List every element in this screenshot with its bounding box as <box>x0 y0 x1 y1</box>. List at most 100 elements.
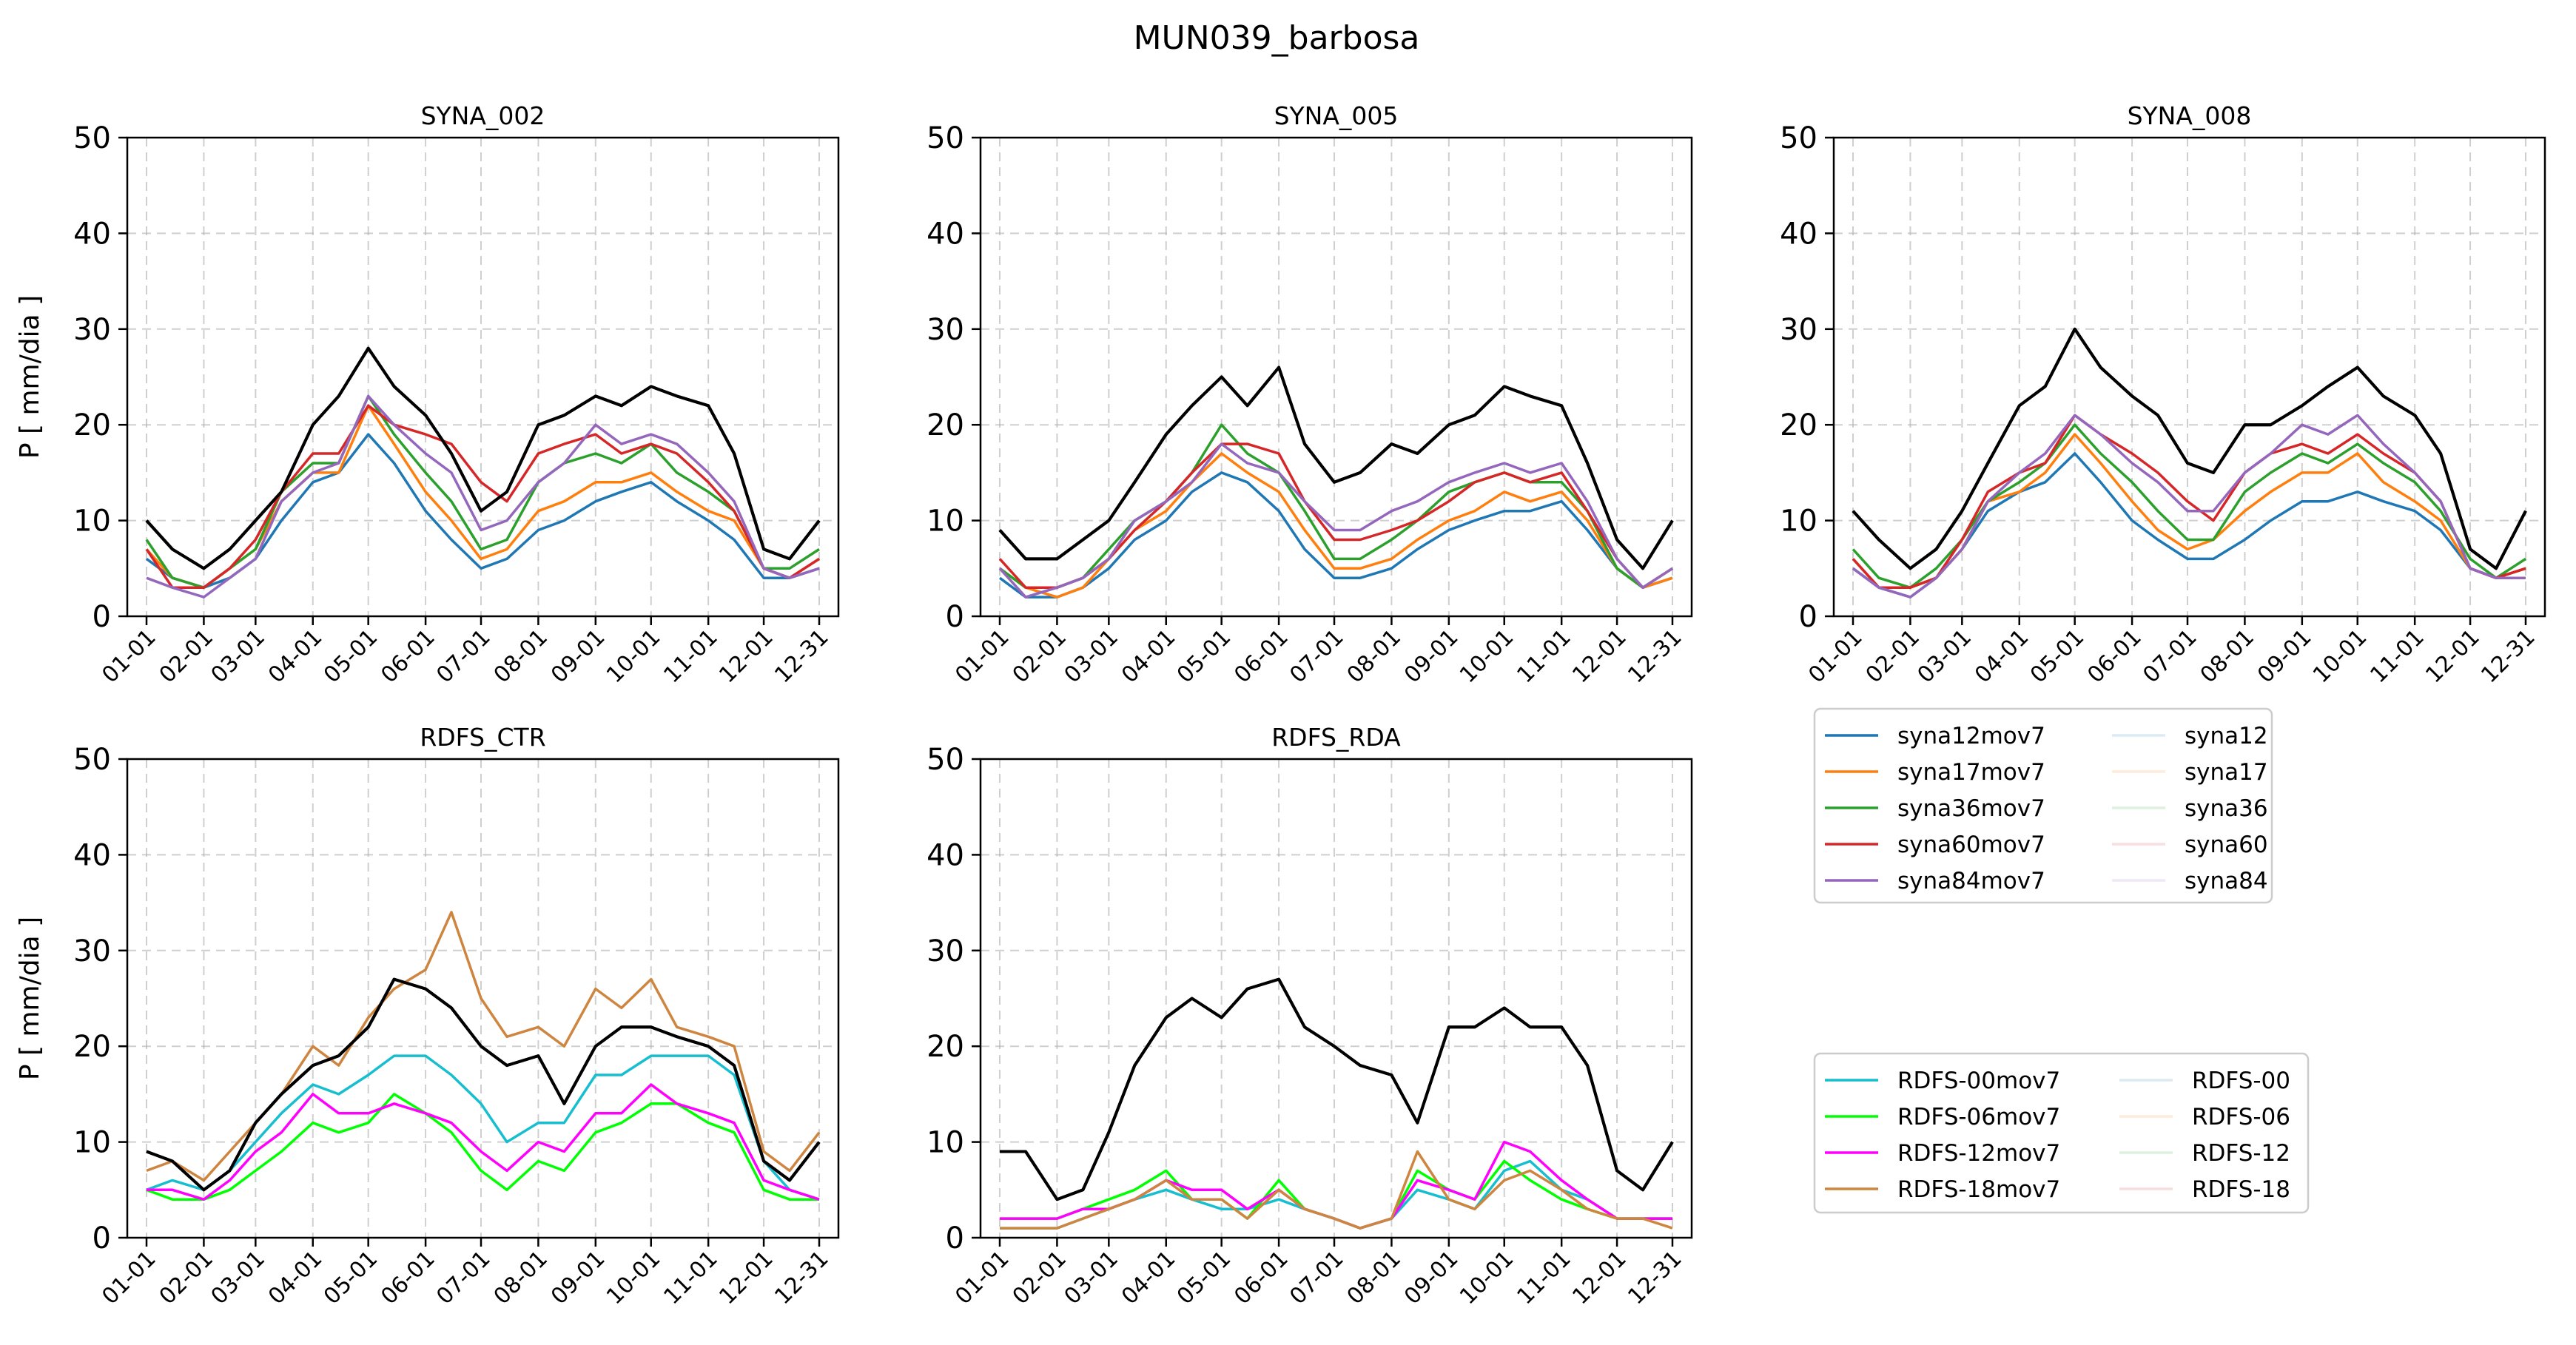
y-tick-label: 10 <box>1780 505 1817 539</box>
subplot-title: RDFS_RDA <box>1271 723 1401 752</box>
x-tick-label: 11-01 <box>2365 624 2429 688</box>
x-tick-label: 05-01 <box>319 624 383 688</box>
y-tick-label: 20 <box>927 1030 964 1064</box>
y-tick-label: 10 <box>73 1126 111 1160</box>
x-tick-label: 02-01 <box>1008 624 1072 688</box>
series-line <box>998 471 1673 599</box>
x-tick-label: 03-01 <box>1913 624 1977 688</box>
x-tick-label: 04-01 <box>1117 624 1180 688</box>
x-tick-label: 02-01 <box>155 624 218 688</box>
x-tick-label: 06-01 <box>1229 624 1293 688</box>
legend-label: syna12 <box>2185 723 2268 749</box>
y-axis-label: P [ mm/dia ] <box>15 917 45 1080</box>
y-tick-label: 10 <box>927 505 964 539</box>
series-line <box>1852 414 2526 589</box>
x-tick-label: 12-31 <box>770 1246 833 1309</box>
x-tick-label: 10-01 <box>1455 1246 1519 1309</box>
series-line <box>1000 1140 1672 1230</box>
x-tick-label: 07-01 <box>1285 624 1348 688</box>
subplot-title: SYNA_002 <box>421 101 545 130</box>
legend-label: syna84 <box>2185 868 2268 894</box>
y-tick-label: 0 <box>946 600 964 634</box>
series-line <box>998 365 1674 570</box>
series-line <box>1852 423 2526 589</box>
series-line-observed <box>146 977 821 1192</box>
legend-label: RDFS-12mov7 <box>1897 1140 2060 1167</box>
y-tick-label: 0 <box>1799 600 1817 634</box>
x-tick-label: 06-01 <box>2082 624 2146 688</box>
x-tick-label: 10-01 <box>2308 624 2372 688</box>
series-line-observed <box>1000 977 1674 1201</box>
x-tick-label: 09-01 <box>546 624 610 688</box>
figure-title: MUN039_barbosa <box>1134 19 1420 57</box>
x-tick-label: 05-01 <box>1172 624 1236 688</box>
series-line <box>147 1083 820 1201</box>
series-line <box>1852 414 2526 599</box>
y-tick-label: 50 <box>927 121 964 155</box>
legend-label: syna60 <box>2185 832 2268 858</box>
legend-frame <box>1813 707 2273 904</box>
legend-label: RDFS-00 <box>2192 1068 2290 1094</box>
y-tick-label: 0 <box>946 1221 964 1255</box>
legend-label: syna36 <box>2185 795 2268 822</box>
x-tick-label: 05-01 <box>1172 1246 1236 1309</box>
x-tick-label: 09-01 <box>1399 624 1463 688</box>
legend-label: RDFS-18mov7 <box>1897 1176 2060 1203</box>
legend-label: RDFS-18 <box>2192 1176 2290 1203</box>
x-tick-label: 08-01 <box>1342 1246 1406 1309</box>
series-line <box>146 1054 820 1201</box>
x-tick-label: 07-01 <box>431 1246 495 1309</box>
x-tick-label: 07-01 <box>2138 624 2202 688</box>
y-tick-label: 30 <box>927 934 964 968</box>
x-tick-label: 11-01 <box>1512 624 1575 688</box>
x-tick-label: 10-01 <box>602 624 665 688</box>
y-tick-label: 0 <box>93 1221 111 1255</box>
legend-label: syna17 <box>2185 759 2268 786</box>
x-tick-label: 05-01 <box>319 1246 383 1309</box>
y-tick-label: 20 <box>1780 408 1817 442</box>
series-line-observed <box>1852 327 2527 570</box>
x-tick-label: 08-01 <box>2196 624 2259 688</box>
series-line-observed <box>145 346 821 570</box>
x-tick-label: 12-31 <box>1623 1246 1686 1309</box>
x-tick-label: 04-01 <box>263 624 327 688</box>
legend-label: RDFS-06 <box>2192 1104 2290 1130</box>
x-tick-label: 03-01 <box>1060 624 1123 688</box>
series-line <box>998 442 1673 599</box>
y-axis-label: P [ mm/dia ] <box>15 295 45 459</box>
axes-frame <box>979 136 1693 618</box>
y-tick-label: 50 <box>73 121 111 155</box>
axes-frame <box>979 758 1693 1239</box>
series-line <box>146 1093 819 1201</box>
y-tick-label: 10 <box>73 505 111 539</box>
subplot-title: SYNA_008 <box>2128 101 2252 130</box>
y-tick-label: 50 <box>927 743 964 777</box>
x-tick-label: 12-01 <box>2421 624 2484 688</box>
x-tick-label: 12-01 <box>714 1246 778 1309</box>
subplot-title: RDFS_CTR <box>420 723 545 752</box>
x-tick-label: 04-01 <box>263 1246 327 1309</box>
y-tick-label: 50 <box>1780 121 1817 155</box>
x-tick-label: 12-01 <box>1567 624 1631 688</box>
x-tick-label: 11-01 <box>1512 1246 1575 1309</box>
subplot-title: SYNA_005 <box>1274 101 1399 130</box>
x-tick-label: 04-01 <box>1117 1246 1180 1309</box>
x-tick-label: 07-01 <box>1285 1246 1348 1309</box>
legend-label: syna84mov7 <box>1897 868 2045 894</box>
x-tick-label: 03-01 <box>206 624 270 688</box>
x-tick-label: 10-01 <box>602 1246 665 1309</box>
x-tick-label: 08-01 <box>489 1246 553 1309</box>
series-line <box>146 977 821 1192</box>
x-tick-label: 09-01 <box>546 1246 610 1309</box>
y-tick-label: 40 <box>73 217 111 251</box>
y-tick-label: 0 <box>93 600 111 634</box>
series-line <box>145 404 820 589</box>
x-tick-label: 12-31 <box>2476 624 2540 688</box>
x-tick-label: 09-01 <box>2253 624 2316 688</box>
y-tick-label: 40 <box>1780 217 1817 251</box>
series-line <box>145 404 820 589</box>
subplot-3: 0102030405001-0102-0103-0104-0105-0106-0… <box>1780 101 2546 688</box>
legend-syna: syna12mov7 syna17mov7 syna36mov7 syna60mov7… <box>1813 707 2273 904</box>
series-line <box>146 394 820 599</box>
x-tick-label: 08-01 <box>1342 624 1406 688</box>
